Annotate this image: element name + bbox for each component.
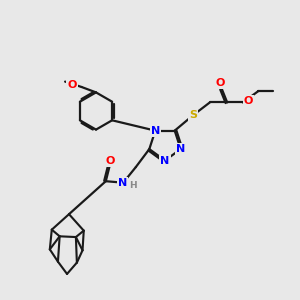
Text: O: O	[244, 96, 253, 106]
Text: S: S	[189, 110, 197, 120]
Text: O: O	[105, 156, 115, 166]
Text: H: H	[129, 181, 136, 190]
Text: N: N	[176, 144, 185, 154]
Text: N: N	[118, 178, 127, 188]
Text: O: O	[67, 80, 77, 90]
Text: N: N	[160, 155, 169, 166]
Text: N: N	[151, 126, 160, 136]
Text: O: O	[216, 78, 225, 88]
